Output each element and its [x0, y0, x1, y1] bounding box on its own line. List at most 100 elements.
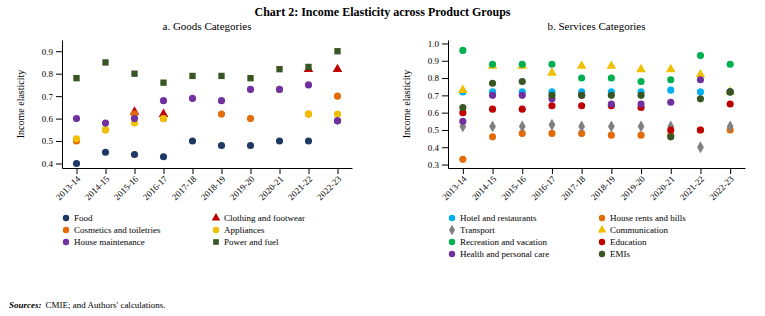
point	[697, 76, 704, 83]
x-tick-label: 2021-22	[678, 174, 706, 202]
x-axis: 2013-142014-152015-162016-172017-182018-…	[54, 168, 353, 202]
point	[638, 121, 645, 133]
x-tick-mark	[641, 168, 642, 174]
legend: FoodClothing and footwearCosmetics and t…	[63, 213, 305, 247]
y-tick-mark	[56, 141, 62, 142]
y-tick: 0.7	[42, 92, 62, 102]
y-tick: 0.5	[42, 136, 62, 146]
point	[160, 97, 167, 104]
point	[247, 142, 254, 149]
point	[160, 115, 167, 122]
point	[489, 92, 496, 99]
legend-label: Clothing and footwear	[224, 213, 305, 223]
y-tick-mark	[442, 165, 448, 166]
point	[459, 156, 466, 163]
point	[697, 52, 704, 59]
point	[667, 126, 674, 133]
point	[548, 130, 555, 137]
legend-item: Education	[599, 237, 647, 247]
point	[607, 60, 617, 68]
y-tick: 0.9	[428, 56, 448, 66]
chart-svg: Chart 2: Income Elasticity across Produc…	[0, 0, 765, 316]
y-tick: 0.4	[428, 143, 448, 153]
x-tick: 2022-23	[315, 168, 344, 202]
legend-label: Health and personal care	[460, 249, 549, 259]
y-tick-label: 0.3	[428, 160, 440, 170]
y-tick-label: 0.8	[42, 69, 54, 79]
y-axis: 0.40.50.60.70.80.9	[42, 41, 63, 169]
x-tick-mark	[493, 168, 494, 174]
x-tick-label: 2018-19	[199, 173, 228, 202]
chart-root: Chart 2: Income Elasticity across Produc…	[0, 0, 765, 316]
y-tick-label: 0.6	[428, 108, 440, 118]
point	[160, 115, 167, 122]
legend-item: Transport	[449, 225, 495, 236]
legend-label: Food	[74, 213, 93, 223]
y-tick-mark	[442, 78, 448, 79]
legend-symbol	[449, 239, 455, 245]
x-tick-label: 2014-15	[470, 173, 499, 202]
x-tick-mark	[700, 168, 701, 174]
point	[102, 59, 108, 65]
x-tick-label: 2016-17	[141, 173, 170, 202]
legend-symbol	[212, 213, 221, 220]
point	[458, 85, 468, 93]
point	[727, 88, 734, 95]
point	[578, 92, 585, 99]
point	[519, 121, 526, 133]
legend-symbol	[213, 239, 219, 245]
y-tick: 0.8	[42, 69, 62, 79]
y-tick-label: 0.6	[42, 114, 54, 124]
legend-item: Communication	[598, 225, 669, 235]
point	[276, 86, 283, 93]
x-tick-mark	[338, 168, 339, 174]
point	[334, 48, 340, 54]
point	[577, 60, 587, 68]
legend-item: Hotel and restaurants	[449, 213, 537, 223]
x-tick-mark	[671, 168, 672, 174]
point	[666, 64, 676, 72]
marks	[458, 47, 735, 163]
legend-item: EMIs	[599, 249, 631, 259]
y-tick-label: 0.9	[42, 47, 54, 57]
x-tick: 2013-14	[54, 168, 83, 202]
point	[519, 106, 526, 113]
x-tick-mark	[309, 168, 310, 174]
x-tick: 2017-18	[559, 168, 588, 202]
point	[334, 93, 341, 100]
x-tick-label: 2020-21	[648, 174, 676, 202]
x-tick-label: 2019-20	[228, 173, 257, 202]
point	[131, 151, 138, 158]
x-tick-label: 2015-16	[112, 173, 141, 202]
legend-symbol	[449, 215, 455, 221]
x-axis: 2013-142014-152015-162016-172017-182018-…	[440, 168, 745, 202]
point	[697, 95, 704, 102]
legend-label: Recreation and vacation	[460, 237, 547, 247]
point	[637, 78, 644, 85]
legend-symbol	[599, 215, 605, 221]
y-axis-line	[448, 41, 449, 169]
x-tick: 2021-22	[286, 168, 314, 202]
x-tick-mark	[222, 168, 223, 174]
point	[276, 66, 282, 72]
point	[73, 135, 80, 142]
y-tick-mark	[442, 130, 448, 131]
y-tick-mark	[442, 147, 448, 148]
point	[637, 100, 644, 107]
y-tick-label: 0.9	[428, 56, 440, 66]
y-tick-label: 0.7	[42, 92, 54, 102]
y-tick: 0.6	[42, 114, 62, 124]
legend-symbol	[599, 239, 605, 245]
point	[489, 121, 496, 133]
source-note: Sources:CMIE; and Authors' calculations.	[9, 300, 166, 310]
point	[218, 142, 225, 149]
legend-item: House rents and bills	[599, 213, 686, 223]
point	[667, 87, 674, 94]
point	[459, 118, 466, 125]
point	[73, 160, 80, 167]
y-tick-label: 0.5	[428, 125, 440, 135]
point	[305, 111, 312, 118]
y-tick-mark	[56, 164, 62, 165]
point	[578, 102, 585, 109]
point	[547, 67, 557, 75]
